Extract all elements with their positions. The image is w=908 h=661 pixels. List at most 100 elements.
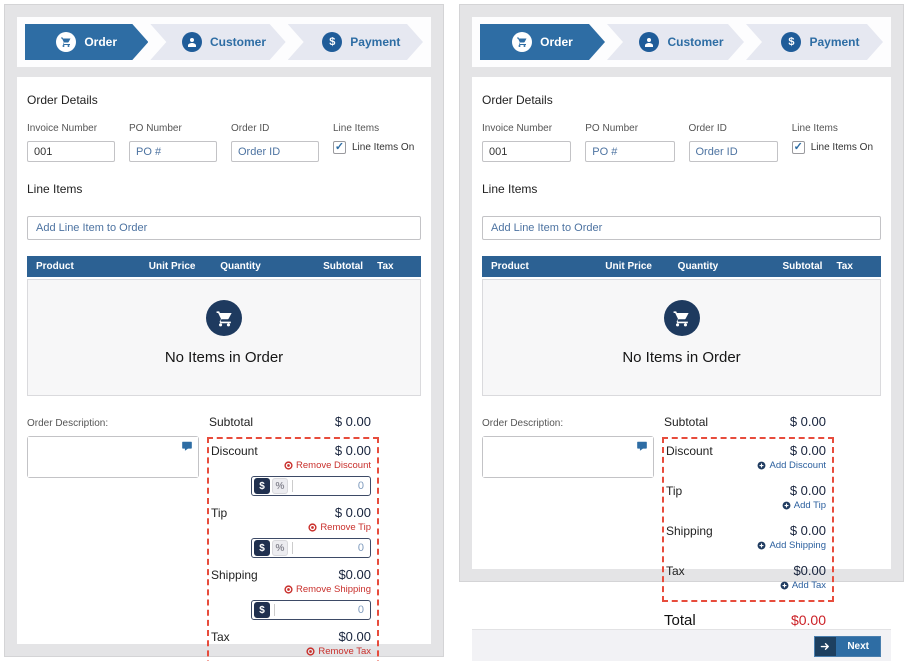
arrow-right-icon — [815, 637, 837, 656]
divider — [274, 604, 275, 616]
order-description-column: Order Description: — [482, 414, 654, 478]
tip-label: Tip — [211, 506, 228, 520]
po-number-input[interactable] — [585, 141, 675, 162]
order-details-fields: Invoice Number PO Number Order ID Line I… — [482, 123, 881, 162]
line-items-title: Line Items — [482, 182, 538, 196]
tax-row: Tax $0.00 — [666, 563, 826, 578]
discount-label: Discount — [666, 444, 713, 458]
percent-toggle[interactable]: % — [272, 540, 288, 556]
po-number-field: PO Number — [129, 123, 217, 162]
step-customer[interactable]: Customer — [150, 24, 285, 60]
divider — [292, 542, 293, 554]
tip-row: Tip $ 0.00 — [666, 483, 826, 498]
add-shipping-link[interactable]: Add Shipping — [757, 540, 826, 551]
invoice-number-input[interactable] — [482, 141, 572, 162]
tax-value: $0.00 — [793, 563, 826, 578]
step-order[interactable]: Order — [480, 24, 605, 60]
remove-discount-link[interactable]: Remove Discount — [284, 460, 371, 471]
discount-row: Discount $ 0.00 — [666, 443, 826, 458]
invoice-number-input[interactable] — [27, 141, 115, 162]
divider — [292, 480, 293, 492]
shipping-row: Shipping $ 0.00 — [666, 523, 826, 538]
line-items-title: Line Items — [27, 182, 83, 196]
tip-action-row: Remove Tip — [211, 522, 371, 535]
po-number-field: PO Number — [585, 123, 675, 162]
step-customer[interactable]: Customer — [607, 24, 744, 60]
subtotal-row: Subtotal $ 0.00 — [662, 414, 834, 429]
dollar-toggle[interactable]: $ — [254, 602, 270, 618]
col-tax: Tax — [836, 261, 853, 272]
step-order[interactable]: Order — [25, 24, 148, 60]
tax-action-row: Remove Tax — [211, 646, 371, 659]
add-tax-link[interactable]: Add Tax — [779, 580, 826, 591]
adjustments-highlight-box: Discount $ 0.00 Add Discount Tip $ 0. — [662, 437, 834, 602]
invoice-number-label: Invoice Number — [27, 123, 98, 134]
tip-label: Tip — [666, 484, 683, 498]
step-label: Payment — [350, 35, 401, 49]
order-id-field: Order ID — [231, 123, 319, 162]
step-label: Customer — [667, 35, 724, 49]
order-description-column: Order Description: — [27, 414, 199, 478]
order-id-input[interactable] — [231, 141, 319, 162]
line-items-toggle-field: Line Items ✓ Line Items On — [791, 123, 881, 162]
total-row: Total $0.00 — [662, 612, 834, 629]
discount-value: $ 0.00 — [789, 443, 826, 458]
order-description-textarea[interactable] — [28, 437, 198, 477]
order-summary-section: Order Description: Subtotal $ 0.00 — [27, 414, 421, 661]
line-items-checkbox-row[interactable]: ✓ Line Items On — [791, 141, 881, 154]
order-id-label: Order ID — [231, 123, 270, 134]
panel-body: Order Details Invoice Number PO Number O… — [17, 77, 431, 661]
dollar-toggle[interactable]: $ — [254, 478, 270, 494]
remove-shipping-link[interactable]: Remove Shipping — [284, 584, 371, 595]
total-label: Total — [664, 612, 696, 629]
percent-toggle[interactable]: % — [272, 478, 288, 494]
tip-amount-input[interactable] — [295, 542, 368, 554]
chat-bubble-icon — [181, 441, 193, 452]
add-discount-link[interactable]: Add Discount — [757, 460, 826, 471]
add-tip-link[interactable]: Add Tip — [781, 500, 826, 511]
wizard-stepper: Order Customer $ Payment — [472, 17, 891, 67]
shipping-amount-input[interactable] — [277, 604, 368, 616]
step-label: Payment — [809, 35, 860, 49]
shipping-amount-group: $ — [251, 600, 371, 620]
total-value: $0.00 — [790, 612, 826, 628]
remove-tip-link[interactable]: Remove Tip — [308, 522, 371, 533]
discount-row: Discount $ 0.00 — [211, 443, 371, 458]
col-quantity: Quantity — [677, 261, 719, 272]
subtotal-value: $ 0.00 — [789, 414, 826, 429]
chat-bubble-icon — [636, 441, 648, 452]
next-button-label: Next — [836, 637, 880, 656]
shipping-label: Shipping — [211, 568, 258, 582]
user-icon — [639, 32, 659, 52]
checkbox-checked-icon[interactable]: ✓ — [333, 141, 346, 154]
step-payment[interactable]: $ Payment — [288, 24, 423, 60]
panel-footer: Next — [472, 629, 891, 661]
col-subtotal: Subtotal — [323, 261, 364, 272]
tip-value: $ 0.00 — [334, 505, 371, 520]
order-description-textarea[interactable] — [483, 437, 653, 477]
remove-circle-icon — [306, 647, 315, 656]
step-payment[interactable]: $ Payment — [746, 24, 883, 60]
checkbox-checked-icon[interactable]: ✓ — [791, 141, 805, 154]
add-line-item-input[interactable] — [27, 216, 421, 240]
order-id-input[interactable] — [688, 141, 778, 162]
po-number-input[interactable] — [129, 141, 217, 162]
remove-tax-link[interactable]: Remove Tax — [306, 646, 371, 657]
col-subtotal: Subtotal — [782, 261, 823, 272]
totals-column: Subtotal $ 0.00 Discount $ 0.00 — [207, 414, 379, 661]
discount-amount-input[interactable] — [295, 480, 368, 492]
panel-content: Order Details Invoice Number PO Number O… — [472, 77, 891, 629]
remove-circle-icon — [284, 585, 293, 594]
add-line-item-input[interactable] — [482, 216, 881, 240]
dollar-toggle[interactable]: $ — [254, 540, 270, 556]
order-wizard-panel-expanded: Order Customer $ Payment Order Details I… — [4, 4, 444, 661]
next-button[interactable]: Next — [814, 636, 881, 657]
order-id-field: Order ID — [688, 123, 778, 162]
line-items-checkbox-row[interactable]: ✓ Line Items On — [333, 141, 421, 154]
order-details-title: Order Details — [27, 93, 98, 107]
shipping-label: Shipping — [666, 524, 713, 538]
order-description-box — [482, 436, 654, 478]
subtotal-row: Subtotal $ 0.00 — [207, 414, 379, 429]
tax-value: $0.00 — [338, 629, 371, 644]
